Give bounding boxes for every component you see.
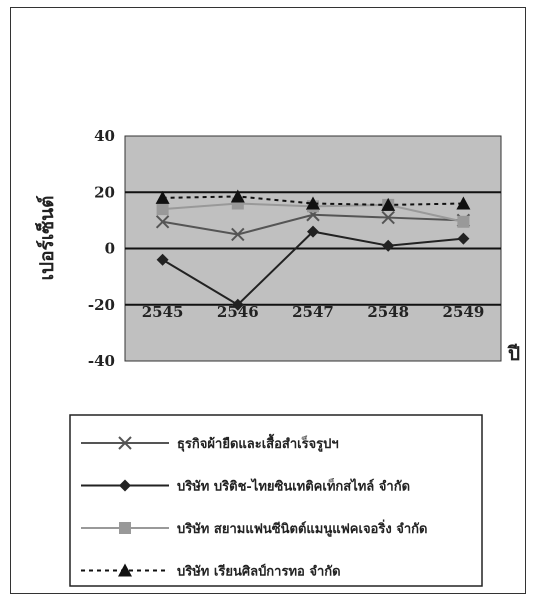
legend-label: ธุรกิจผ้ายืดและเสื้อสำเร็จรูปฯ bbox=[177, 433, 339, 452]
data-point bbox=[306, 196, 320, 210]
legend-entry: บริษัท บริติช-ไทยซินเทติคเท็กสไทล์ จำกัด bbox=[81, 477, 410, 495]
x-axis-label: ปี bbox=[507, 343, 520, 365]
series-1 bbox=[155, 208, 471, 242]
y-axis-label: เปอร์เซ็นต์ bbox=[34, 196, 58, 281]
series-line bbox=[162, 195, 464, 206]
data-point bbox=[307, 225, 319, 238]
data-point bbox=[118, 436, 132, 450]
data-point bbox=[156, 203, 169, 216]
data-point bbox=[119, 479, 131, 492]
y-tick-label: 20 bbox=[94, 183, 115, 201]
y-tick-label: -40 bbox=[88, 352, 115, 370]
legend-entry: บริษัท เรียนศิลป์การทอ จำกัด bbox=[81, 563, 341, 580]
legend-label: บริษัท บริติช-ไทยซินเทติคเท็กสไทล์ จำกัด bbox=[177, 477, 410, 495]
legend-label: บริษัท สยามแฟนซีนิตต์แมนูแฟคเจอริ่ง จำกั… bbox=[177, 519, 427, 537]
legend-label: บริษัท เรียนศิลป์การทอ จำกัด bbox=[177, 564, 341, 580]
data-point bbox=[231, 227, 245, 242]
chart-frame: 40 20 0 -20 -40 2545 2546 2547 2548 2549 เปอร์เซ… bbox=[10, 7, 526, 594]
data-point bbox=[381, 210, 395, 225]
data-point bbox=[457, 232, 470, 245]
series-4 bbox=[155, 189, 471, 211]
y-tick-label: -20 bbox=[88, 296, 115, 314]
data-point bbox=[381, 197, 396, 211]
data-point bbox=[456, 196, 471, 210]
data-point bbox=[155, 190, 170, 204]
y-tick-label: 40 bbox=[94, 127, 115, 145]
chart-svg: 40 20 0 -20 -40 2545 2546 2547 2548 2549 เปอร์เซ… bbox=[34, 127, 520, 587]
x-tick-label: 2548 bbox=[367, 303, 409, 321]
legend-entry: บริษัท สยามแฟนซีนิตต์แมนูแฟคเจอริ่ง จำกั… bbox=[81, 519, 427, 537]
data-point bbox=[118, 563, 132, 577]
x-tick-label: 2547 bbox=[292, 303, 334, 321]
data-point bbox=[155, 215, 170, 229]
legend-entry: ธุรกิจผ้ายืดและเสื้อสำเร็จรูปฯ bbox=[81, 433, 339, 452]
data-point bbox=[230, 189, 245, 203]
x-tick-label: 2549 bbox=[443, 303, 485, 321]
data-point bbox=[457, 215, 470, 228]
data-point bbox=[156, 253, 169, 266]
x-tick-label: 2546 bbox=[217, 303, 259, 321]
series-2 bbox=[156, 225, 470, 311]
data-point bbox=[382, 239, 395, 252]
data-point bbox=[231, 298, 244, 311]
y-tick-label: 0 bbox=[105, 240, 115, 258]
x-tick-label: 2545 bbox=[142, 303, 184, 321]
data-point bbox=[119, 522, 131, 534]
